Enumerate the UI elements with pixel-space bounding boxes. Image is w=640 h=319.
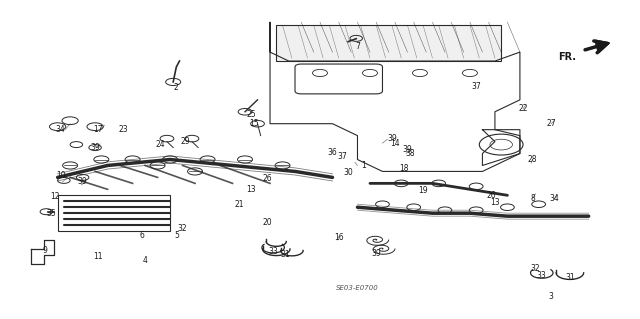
Text: 10: 10 <box>56 171 65 181</box>
Text: 32: 32 <box>178 224 188 233</box>
Text: 20: 20 <box>262 218 272 226</box>
FancyBboxPatch shape <box>276 25 501 61</box>
Text: 39: 39 <box>371 249 381 258</box>
Text: 37: 37 <box>471 82 481 91</box>
Text: 34: 34 <box>56 125 66 134</box>
Text: 9: 9 <box>43 246 47 255</box>
Text: 22: 22 <box>518 104 528 113</box>
Text: 13: 13 <box>246 185 256 194</box>
Text: 26: 26 <box>487 191 497 200</box>
Text: 39: 39 <box>90 143 100 152</box>
Text: 4: 4 <box>143 256 147 265</box>
Text: 21: 21 <box>234 200 244 209</box>
Text: 12: 12 <box>50 192 60 201</box>
Text: 32: 32 <box>531 264 540 273</box>
Text: 39: 39 <box>387 134 397 143</box>
Text: 19: 19 <box>419 186 428 195</box>
Text: 1: 1 <box>362 161 366 170</box>
Text: 13: 13 <box>490 198 500 207</box>
Text: 26: 26 <box>262 174 272 183</box>
Text: 14: 14 <box>390 138 400 148</box>
Text: 5: 5 <box>174 231 179 240</box>
Text: 33: 33 <box>537 271 547 280</box>
Text: 29: 29 <box>181 137 191 146</box>
Text: 11: 11 <box>93 252 103 261</box>
Text: 39: 39 <box>77 177 88 186</box>
Text: 38: 38 <box>406 149 415 158</box>
Text: 17: 17 <box>93 125 103 134</box>
Text: 15: 15 <box>250 119 259 128</box>
Text: 7: 7 <box>355 42 360 51</box>
Text: 25: 25 <box>246 110 256 119</box>
Text: 39: 39 <box>403 145 412 153</box>
Text: 36: 36 <box>328 148 337 157</box>
Text: 31: 31 <box>565 273 575 282</box>
Text: 16: 16 <box>334 233 344 241</box>
Text: 37: 37 <box>337 152 347 161</box>
Text: 18: 18 <box>399 164 409 173</box>
Text: 34: 34 <box>549 194 559 203</box>
Text: 23: 23 <box>118 125 128 134</box>
Text: 3: 3 <box>548 292 554 301</box>
Text: 8: 8 <box>530 194 535 203</box>
Text: 24: 24 <box>156 140 166 149</box>
Text: SE03-E0700: SE03-E0700 <box>336 285 379 291</box>
Text: 33: 33 <box>268 248 278 256</box>
Text: 30: 30 <box>343 168 353 177</box>
Text: 27: 27 <box>547 119 556 128</box>
Text: FR.: FR. <box>558 52 576 62</box>
Text: 31: 31 <box>281 250 291 259</box>
Text: 35: 35 <box>47 209 56 218</box>
Text: 2: 2 <box>174 83 179 93</box>
Text: 6: 6 <box>140 231 145 240</box>
Text: 28: 28 <box>527 155 537 164</box>
